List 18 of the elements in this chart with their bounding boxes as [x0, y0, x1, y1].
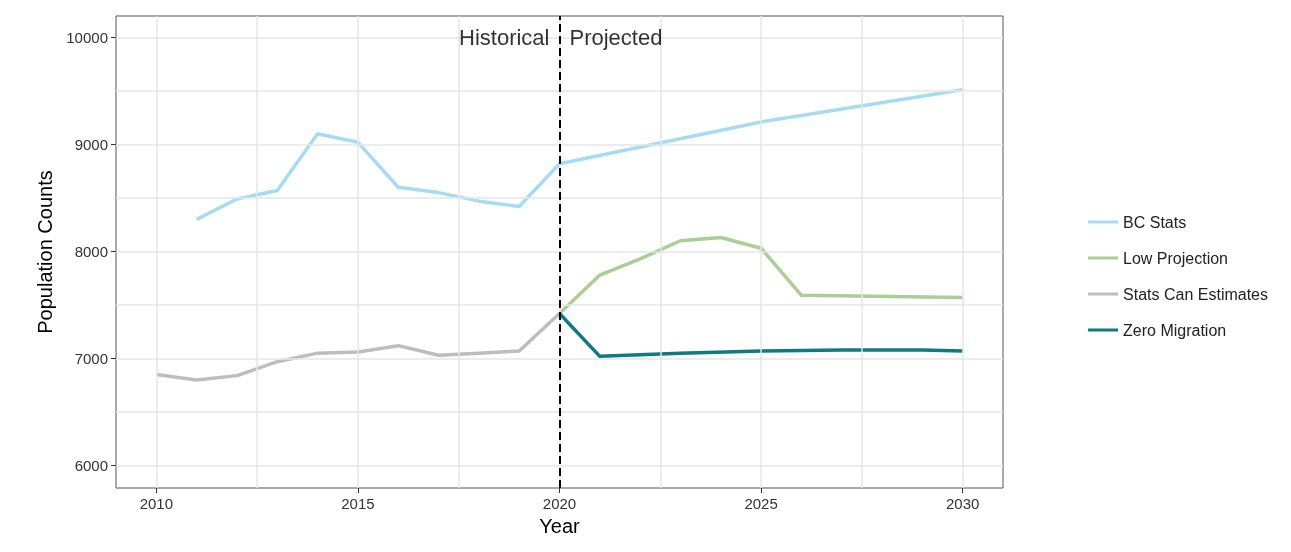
legend-label: Zero Migration [1123, 321, 1227, 339]
y-tick-label: 9000 [74, 135, 108, 153]
annotation: Projected [569, 24, 663, 50]
y-tick-label: 10000 [66, 28, 108, 46]
y-tick-label: 6000 [74, 457, 108, 475]
x-tick-label: 2025 [744, 495, 778, 512]
x-tick-label: 2015 [341, 495, 375, 512]
legend-label: Stats Can Estimates [1123, 285, 1269, 303]
x-axis-title: Year [539, 514, 581, 537]
legend-label: Low Projection [1123, 249, 1229, 267]
annotation: Historical [459, 24, 550, 50]
x-tick-label: 2010 [139, 495, 174, 512]
x-tick-label: 2020 [542, 495, 577, 512]
y-tick-label: 8000 [74, 242, 108, 260]
x-tick-label: 2030 [945, 495, 980, 512]
y-axis-title: Population Counts [34, 170, 57, 334]
legend-label: BC Stats [1123, 213, 1187, 231]
y-tick-label: 7000 [74, 349, 108, 367]
